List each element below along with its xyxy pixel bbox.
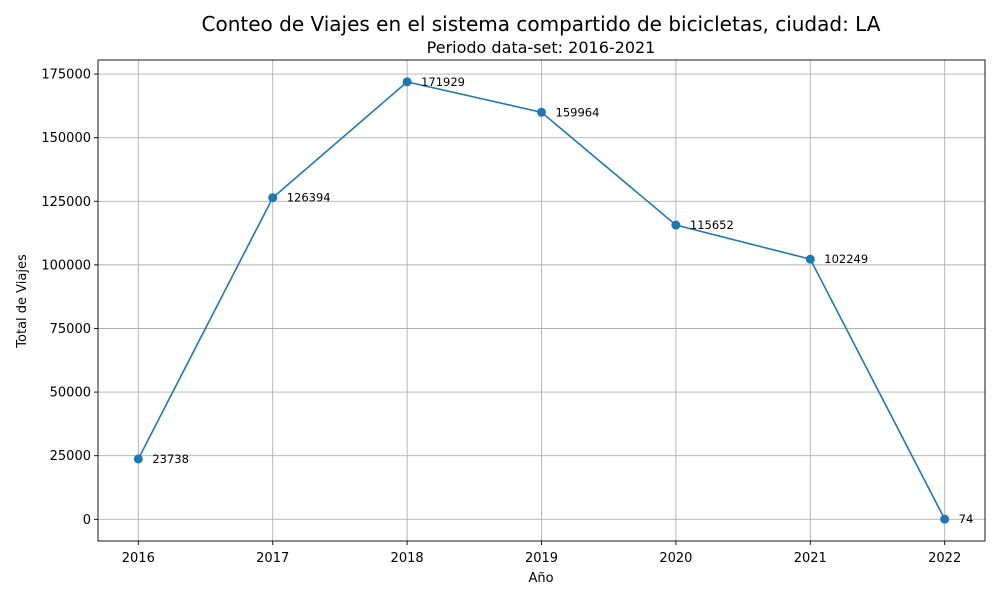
plot-frame [97, 59, 986, 542]
x-tick-label: 2019 [525, 551, 558, 566]
axis-ticks: 2016 2017 2018 2019 2020 2021 2022 0 25000 50000 7… [41, 68, 961, 566]
y-tick-label: 125000 [41, 195, 91, 210]
x-tick-label: 2018 [391, 551, 424, 566]
data-labels: 23738 126394 171929 159964 115652 102249 74 [152, 75, 973, 526]
grid [98, 60, 985, 541]
data-point [402, 77, 412, 87]
data-label: 102249 [824, 252, 868, 266]
data-label: 23738 [152, 452, 189, 466]
y-tick-label: 0 [83, 513, 91, 528]
x-tick-label: 2016 [122, 551, 155, 566]
data-label: 159964 [556, 105, 600, 119]
y-tick-label: 100000 [41, 258, 91, 273]
chart-title: Conteo de Viajes en el sistema compartid… [202, 12, 881, 36]
data-point [805, 254, 815, 264]
series-layer [133, 77, 950, 524]
data-point [940, 514, 950, 524]
data-label: 115652 [690, 218, 734, 232]
x-tick-label: 2022 [928, 551, 961, 566]
data-point [537, 107, 546, 117]
x-axis-label: Año [528, 571, 553, 586]
x-tick-label: 2021 [794, 551, 827, 566]
y-tick-label: 150000 [41, 131, 91, 146]
data-point [133, 454, 143, 464]
y-tick-label: 50000 [50, 386, 91, 401]
y-axis-label: Total de Viajes [15, 254, 30, 349]
data-point [268, 193, 278, 203]
x-tick-label: 2020 [659, 551, 692, 566]
chart-subtitle: Periodo data-set: 2016-2021 [427, 38, 656, 57]
data-label: 171929 [421, 75, 465, 89]
y-tick-label: 75000 [50, 322, 91, 337]
data-label: 126394 [287, 191, 331, 205]
x-tick-label: 2017 [256, 551, 289, 566]
data-label: 74 [959, 512, 974, 526]
data-point [671, 220, 681, 230]
y-tick-label: 25000 [50, 449, 91, 464]
y-tick-label: 175000 [41, 68, 91, 83]
